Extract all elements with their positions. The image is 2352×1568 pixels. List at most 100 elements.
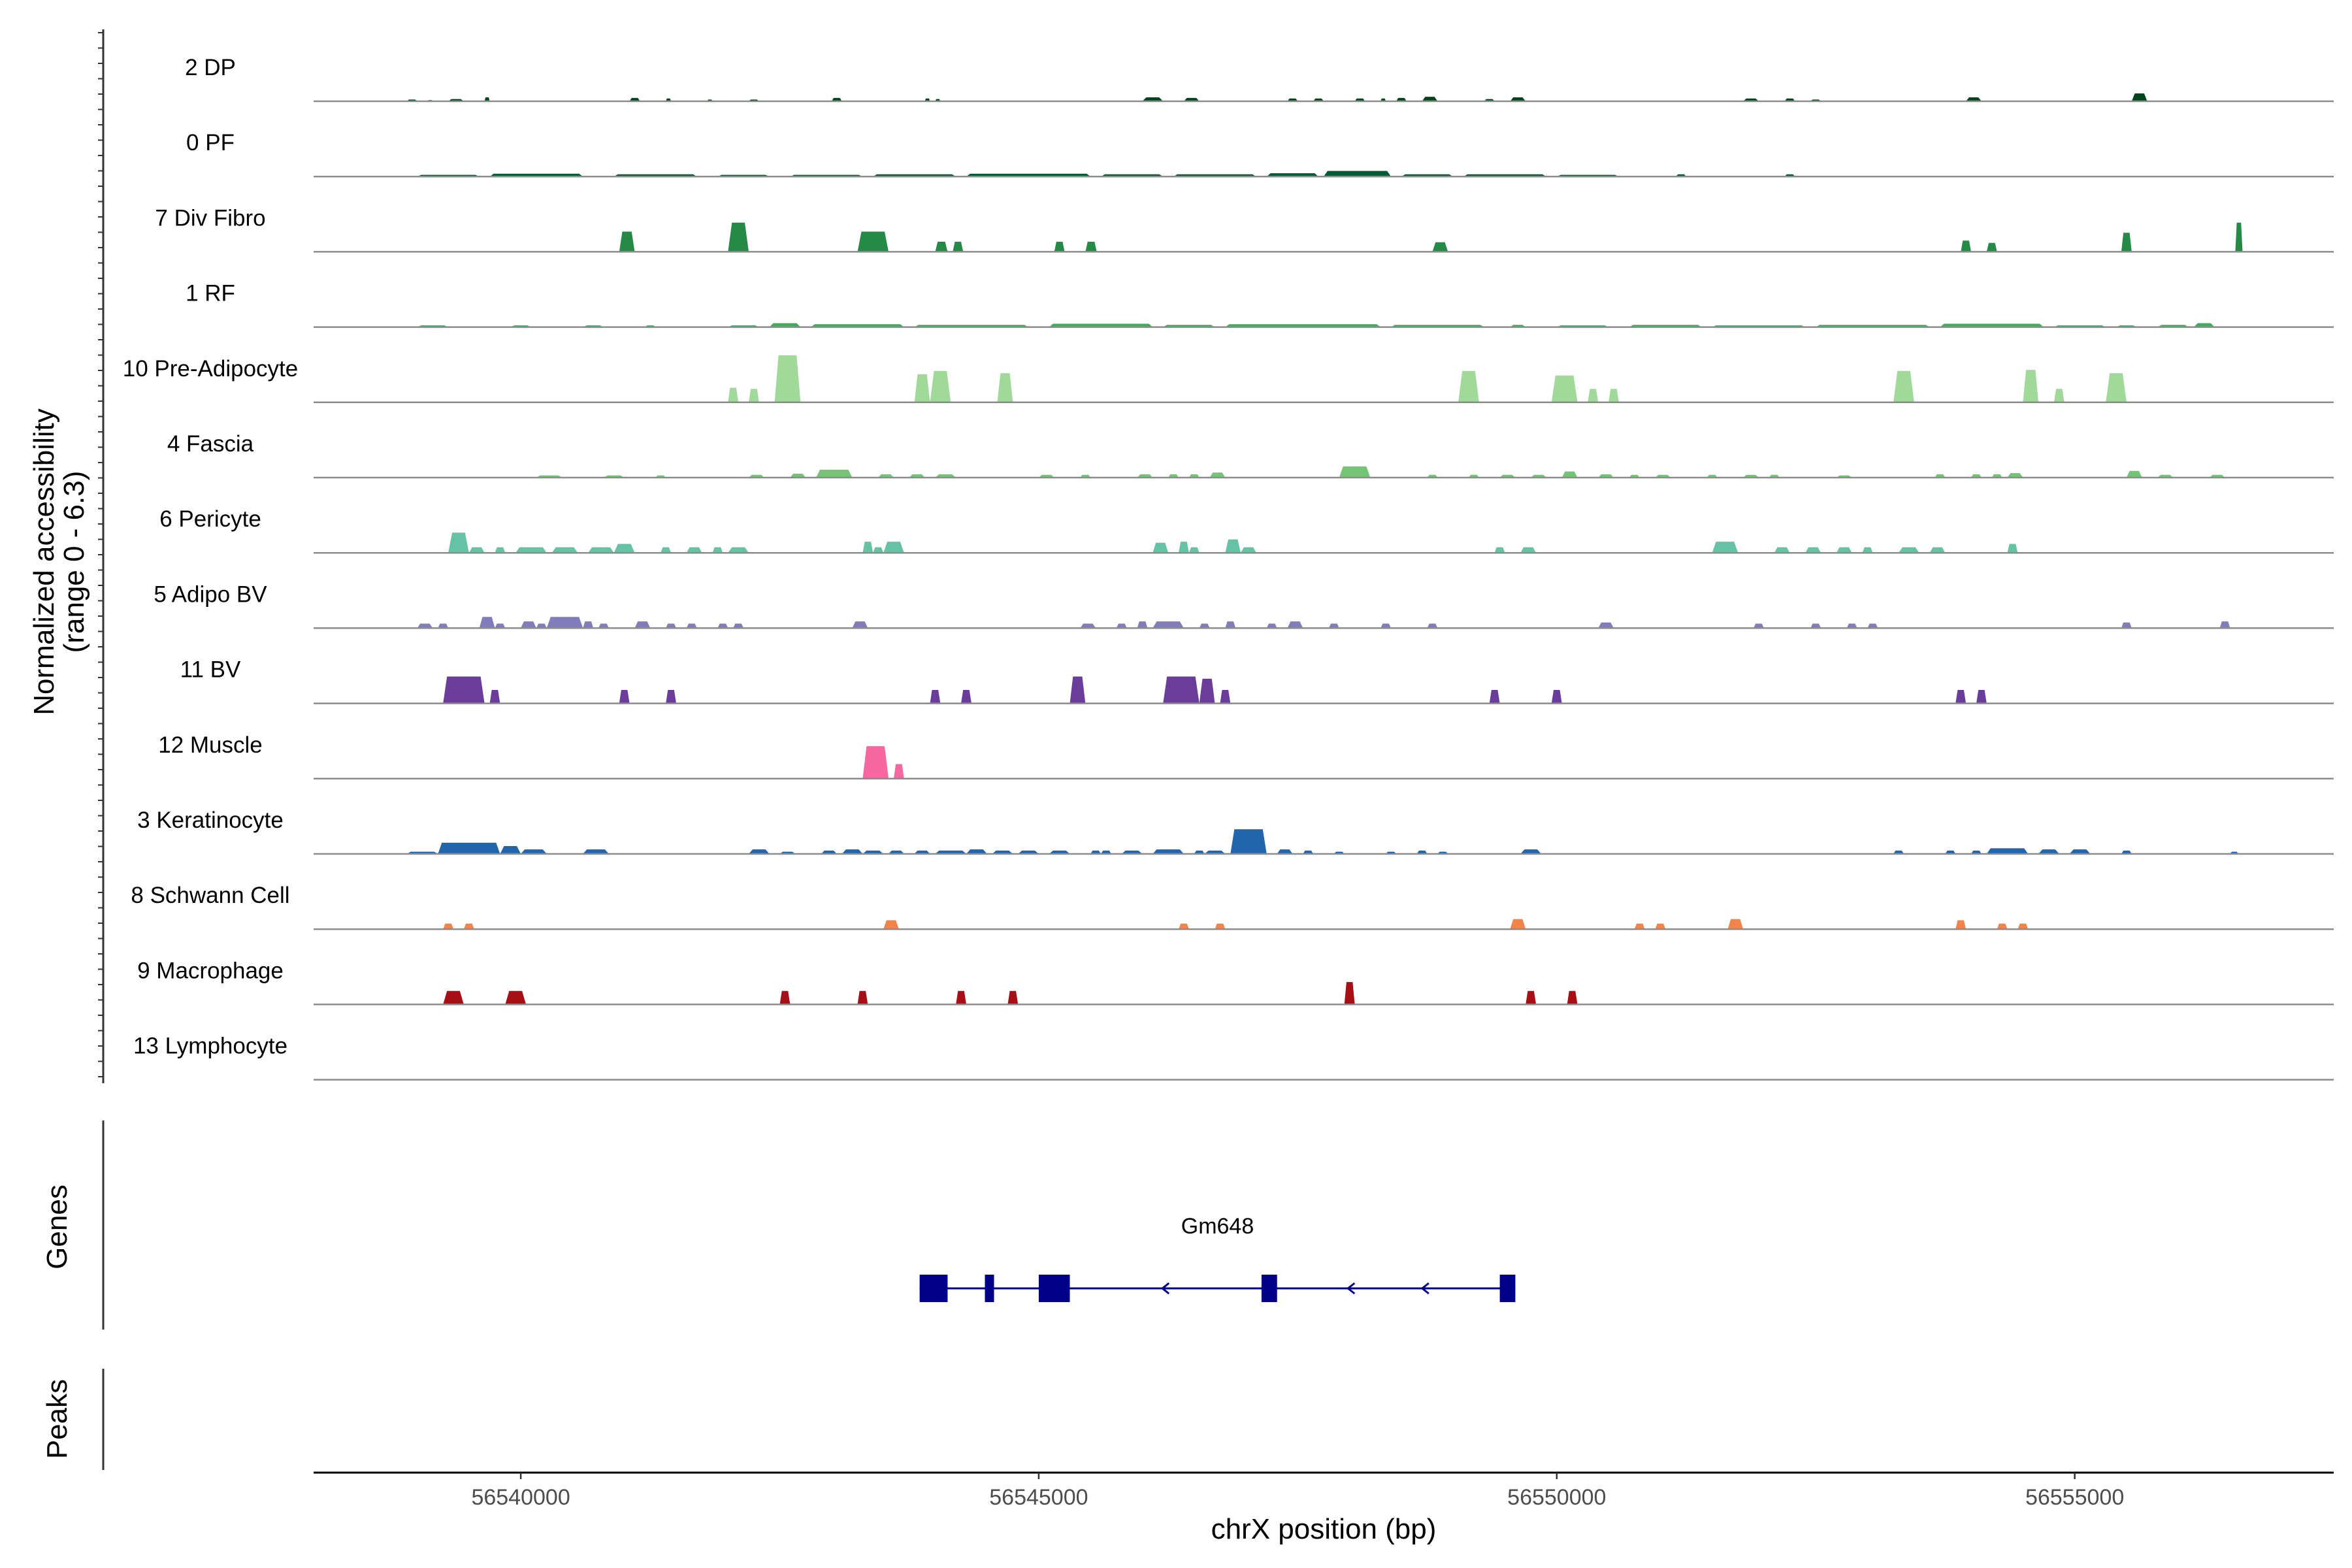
coverage-peak — [1328, 623, 1339, 629]
strand-chevron — [1160, 1282, 1170, 1295]
coverage-peak — [1137, 474, 1153, 478]
coverage-peak — [1991, 474, 2002, 478]
coverage-peak — [2193, 323, 2215, 327]
coverage-peak — [1416, 850, 1428, 854]
x-axis-ticks: 56540000 56545000 56550000 56555000 — [471, 1473, 2124, 1510]
coverage-peak — [1101, 850, 1111, 854]
coverage-peak — [1588, 389, 1599, 402]
coverage-peak — [749, 389, 759, 402]
track-6: 4 Fascia — [167, 431, 2334, 479]
coverage-peak — [1204, 850, 1226, 854]
coverage-peak — [1846, 623, 1857, 629]
coverage-peak — [1634, 923, 1645, 930]
coverage-peak — [1344, 982, 1355, 1005]
coverage-peak — [935, 242, 948, 252]
peaks-track-title: Peaks — [41, 1379, 73, 1459]
coverage-peak — [1810, 623, 1821, 629]
coverage-peak — [1121, 850, 1143, 854]
coverage-peak — [1494, 547, 1505, 553]
coverage-peak — [1727, 919, 1744, 930]
coverage-peak — [717, 623, 728, 629]
coverage-peak — [551, 547, 578, 553]
coverage-peak — [774, 355, 801, 402]
coverage-peak — [862, 746, 889, 779]
track-8: 5 Adipo BV — [154, 581, 2334, 629]
coverage-peak — [1152, 542, 1169, 553]
coverage-peak — [1194, 850, 1205, 854]
coverage-peak — [2126, 470, 2142, 478]
track-label: 2 DP — [185, 55, 236, 80]
track-label: 0 PF — [186, 130, 235, 155]
coverage-peak — [588, 547, 614, 553]
coverage-peak — [634, 621, 651, 629]
track-9: 11 BV — [180, 657, 2334, 704]
track-2: 0 PF — [186, 130, 2334, 178]
coverage-peak — [1199, 623, 1210, 629]
coverage-peak — [2007, 544, 2018, 553]
coverage-peak — [1526, 990, 1537, 1005]
coverage-peak — [1230, 829, 1267, 854]
coverage-peak — [1976, 690, 1987, 704]
coverage-peak — [546, 617, 583, 629]
coverage-peak — [914, 374, 930, 402]
coverage-peak — [583, 621, 594, 629]
coverage-peak — [1142, 97, 1164, 101]
coverage-peak — [484, 97, 490, 101]
coverage-peak — [1339, 466, 1371, 478]
coverage-peak — [728, 547, 749, 553]
coverage-peak — [438, 623, 449, 629]
coverage-peak — [852, 621, 868, 629]
gene-exon — [1038, 1275, 1070, 1302]
track-12: 8 Schwann Cell — [131, 883, 2334, 930]
coverage-peak — [728, 387, 739, 402]
track-label: 12 Muscle — [158, 732, 263, 758]
coverage-peak — [821, 850, 837, 854]
track-14: 13 Lymphocyte — [133, 1034, 2334, 1081]
peaks-track: Peaks — [41, 1369, 105, 1470]
coverage-peak — [1893, 850, 1904, 854]
coverage-peak — [992, 850, 1013, 854]
coverage-peak — [930, 370, 951, 402]
coverage-peak — [733, 623, 743, 629]
coverage-peak — [712, 547, 723, 553]
coverage-peak — [1152, 621, 1184, 629]
y-axis-ticks — [98, 32, 103, 1077]
coverage-peak — [935, 850, 966, 854]
coverage-peak — [2106, 373, 2127, 402]
coverage-peak — [1179, 923, 1189, 930]
coverage-peak — [1049, 323, 1153, 327]
coverage-peak — [1018, 850, 1039, 854]
coverage-peak — [629, 97, 640, 101]
coverage-peak — [728, 222, 749, 252]
coverage-peak — [1070, 676, 1086, 704]
x-axis: 56540000 56545000 56550000 56555000 — [314, 1471, 2334, 1510]
coverage-peak — [1510, 919, 1526, 930]
coverage-peak — [956, 990, 966, 1005]
coverage-peak — [1188, 547, 1200, 553]
coverage-peak — [1945, 850, 1956, 854]
coverage-peak — [1986, 242, 1997, 252]
track-label: 4 Fascia — [167, 431, 254, 457]
coverage-peak — [883, 542, 904, 553]
coverage-peak — [583, 849, 609, 854]
track-label: 1 RF — [186, 281, 235, 306]
coverage-peak — [1116, 623, 1127, 629]
coverage-peak — [1209, 472, 1226, 478]
coverage-peak — [2007, 473, 2023, 478]
coverage-peak — [1324, 171, 1392, 177]
coverage-peak — [598, 623, 609, 629]
coverage-peak — [438, 842, 500, 854]
coverage-peak — [1551, 375, 1578, 402]
coverage-peak — [443, 676, 485, 704]
coverage-peak — [862, 850, 884, 854]
track-label: 5 Adipo BV — [154, 581, 267, 607]
coverage-peak — [1609, 389, 1619, 402]
coverage-peak — [1754, 623, 1764, 629]
gene-exon — [919, 1275, 948, 1302]
coverage-peak — [1054, 242, 1065, 252]
coverage-peak — [666, 690, 676, 704]
coverage-peak — [1179, 542, 1189, 553]
coverage-peak — [443, 990, 464, 1005]
coverage-peak — [1971, 850, 1982, 854]
